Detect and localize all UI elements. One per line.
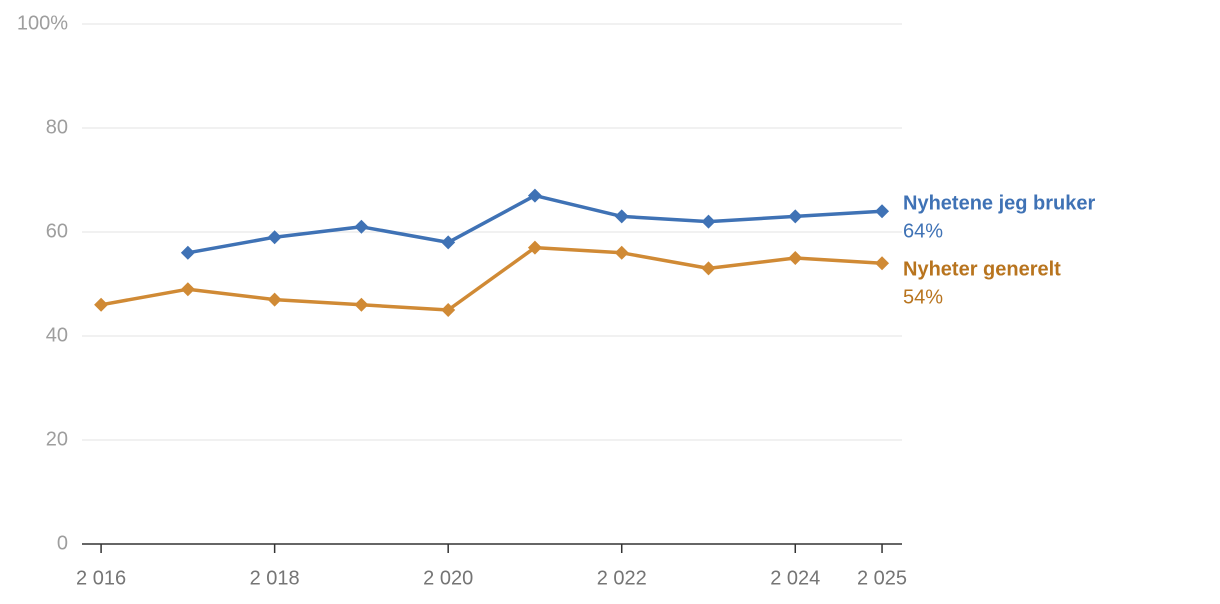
- x-tick-label: 2 020: [423, 567, 473, 589]
- marker: [180, 282, 195, 297]
- marker: [354, 297, 369, 312]
- series-label: Nyheter generelt: [903, 258, 1061, 280]
- marker: [701, 261, 716, 276]
- y-tick-label: 80: [46, 116, 68, 138]
- marker: [441, 303, 456, 317]
- series-label: Nyhetene jeg bruker: [903, 192, 1096, 214]
- x-tick-label: 2 025: [857, 567, 907, 589]
- x-tick-label: 2 018: [250, 567, 300, 589]
- marker: [875, 256, 890, 271]
- marker: [614, 245, 629, 260]
- marker: [441, 235, 456, 250]
- x-tick-label: 2 016: [76, 567, 126, 589]
- marker: [267, 292, 282, 307]
- y-tick-label: 0: [57, 532, 68, 554]
- marker: [94, 297, 109, 312]
- y-tick-label: 60: [46, 220, 68, 242]
- value-label: 64%: [903, 220, 943, 242]
- marker: [527, 240, 542, 255]
- marker: [875, 204, 890, 219]
- marker: [527, 188, 542, 203]
- y-tick-label: 40: [46, 324, 68, 346]
- marker: [788, 251, 803, 265]
- marker: [701, 214, 716, 229]
- marker: [788, 209, 803, 224]
- marker: [614, 209, 629, 224]
- marker: [180, 245, 195, 260]
- series-line: [100, 245, 883, 312]
- y-tick-label: 20: [46, 428, 68, 450]
- x-tick-label: 2 024: [770, 567, 820, 589]
- value-label: 54%: [903, 286, 943, 308]
- y-tick-label: 100%: [17, 12, 68, 34]
- marker: [267, 230, 282, 245]
- x-tick-label: 2 022: [597, 567, 647, 589]
- marker: [354, 219, 369, 234]
